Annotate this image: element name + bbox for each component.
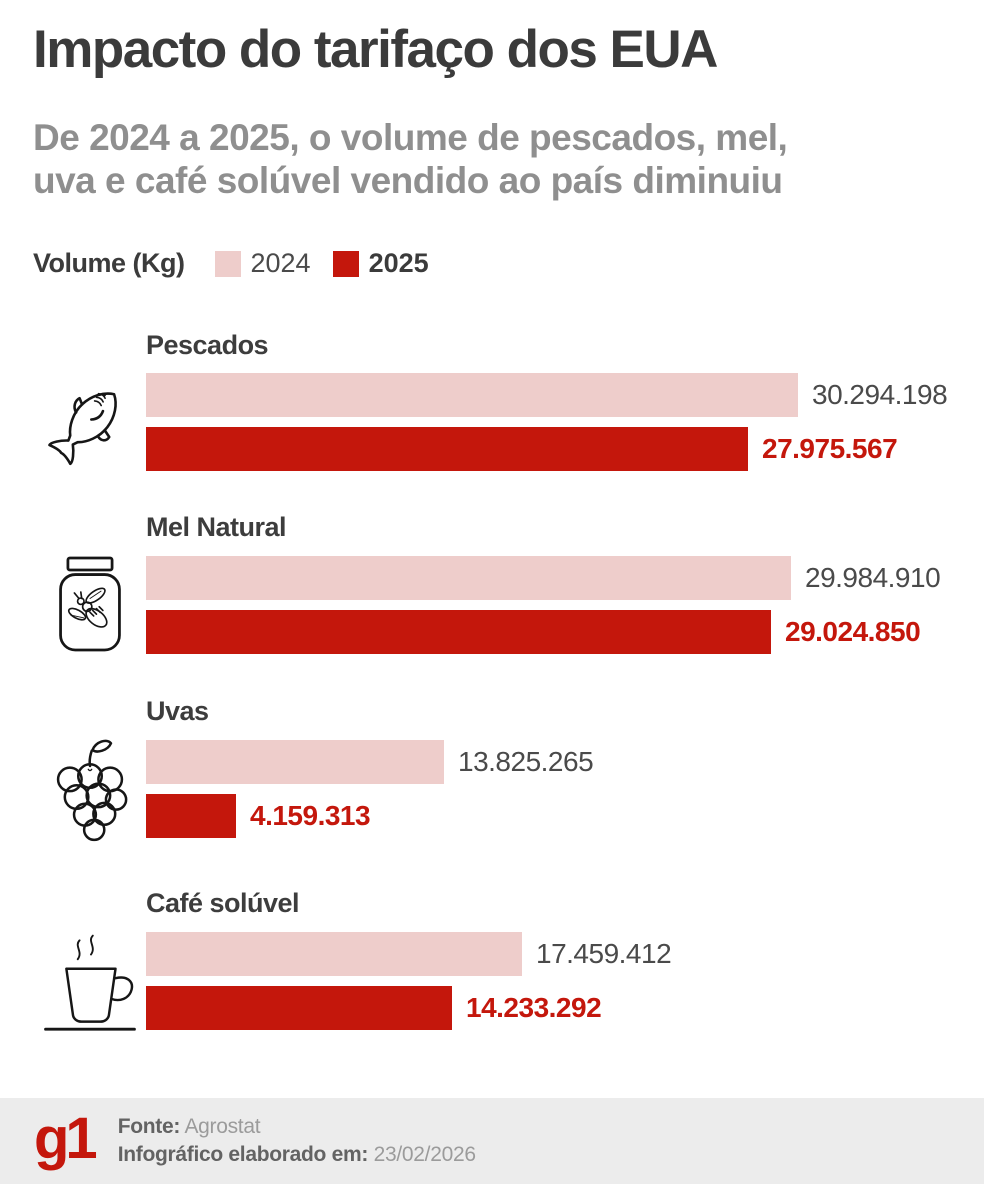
date-value: 23/02/2026: [373, 1143, 476, 1166]
value-label-2024: 29.984.910: [805, 561, 941, 593]
bar-row-2024: 17.459.412: [146, 931, 964, 976]
bar-row-2024: 29.984.910: [146, 555, 964, 600]
bar-mel-2025: [146, 609, 771, 654]
category-label: Uvas: [146, 696, 209, 727]
category-label: Mel Natural: [146, 512, 287, 543]
coffee-cup-icon: [33, 887, 146, 1033]
source-value: Agrostat: [184, 1114, 261, 1138]
bar-row-2025: 14.233.292: [146, 985, 964, 1030]
legend-label-2025: 2025: [368, 248, 429, 279]
legend-item-2024: 2024: [214, 248, 311, 279]
chart-group-mel-natural: Mel Natural 29.984.910 29.024.850: [33, 511, 964, 655]
chart-legend: Volume (Kg) 2024 2025: [33, 248, 964, 279]
category-label: Pescados: [146, 329, 269, 360]
bar-row-2025: 29.024.850: [146, 609, 964, 654]
bar-chart: Pescados 30.294.198 27.975.567: [33, 329, 964, 1033]
grapes-icon: [33, 695, 146, 847]
bar-row-2024: 30.294.198: [146, 373, 964, 418]
legend-item-2025: 2025: [332, 248, 429, 279]
value-label-2025: 14.233.292: [466, 991, 602, 1023]
chart-group-cafe-soluvel: Café solúvel 17.459.412 14.233.292: [33, 887, 964, 1033]
legend-label-2024: 2024: [250, 248, 311, 279]
bar-row-2025: 27.975.567: [146, 427, 964, 472]
bar-pescados-2024: [146, 373, 798, 418]
subtitle: De 2024 a 2025, o volume de pescados, me…: [33, 116, 964, 203]
group-content: Pescados 30.294.198 27.975.567: [146, 329, 964, 472]
value-label-2025: 29.024.850: [785, 615, 921, 647]
bar-row-2025: 4.159.313: [146, 793, 964, 838]
bar-uvas-2025: [146, 793, 236, 838]
bar-mel-2024: [146, 555, 791, 600]
bar-pescados-2025: [146, 427, 748, 472]
source-label: Fonte:: [117, 1114, 181, 1138]
axis-label: Volume (Kg): [33, 248, 185, 279]
footer-text: Fonte: Agrostat Infográfico elaborado em…: [118, 1113, 476, 1170]
group-content: Uvas 13.825.265 4.159.313: [146, 695, 964, 847]
fish-icon: [33, 329, 146, 471]
g1-logo: g1: [34, 1106, 98, 1171]
bar-cafe-2024: [146, 931, 522, 976]
honey-jar-icon: [33, 511, 146, 655]
value-label-2024: 17.459.412: [536, 937, 672, 969]
legend-swatch-2025: [332, 250, 359, 277]
bar-row-2024: 13.825.265: [146, 739, 964, 784]
bar-cafe-2025: [146, 985, 452, 1030]
legend-swatch-2024: [214, 250, 241, 277]
bar-uvas-2024: [146, 739, 444, 784]
value-label-2024: 13.825.265: [458, 745, 594, 777]
subtitle-line-1: De 2024 a 2025, o volume de pescados, me…: [33, 116, 788, 158]
subtitle-line-2: uva e café solúvel vendido ao país dimin…: [33, 160, 783, 202]
value-label-2025: 27.975.567: [762, 433, 898, 465]
date-label: Infográfico elaborado em:: [117, 1143, 369, 1166]
page-title: Impacto do tarifaço dos EUA: [33, 20, 718, 79]
category-label: Café solúvel: [146, 888, 300, 919]
date-line: Infográfico elaborado em: 23/02/2026: [118, 1141, 476, 1169]
chart-group-uvas: Uvas 13.825.265 4.159.313: [33, 695, 964, 847]
footer: g1 Fonte: Agrostat Infográfico elaborado…: [0, 1098, 984, 1184]
source-line: Fonte: Agrostat: [118, 1113, 476, 1141]
value-label-2025: 4.159.313: [250, 799, 371, 831]
value-label-2024: 30.294.198: [812, 379, 948, 411]
chart-group-pescados: Pescados 30.294.198 27.975.567: [33, 329, 964, 472]
infographic: Impacto do tarifaço dos EUA De 2024 a 20…: [33, 20, 964, 1033]
group-content: Mel Natural 29.984.910 29.024.850: [146, 511, 964, 655]
group-content: Café solúvel 17.459.412 14.233.292: [146, 887, 964, 1033]
